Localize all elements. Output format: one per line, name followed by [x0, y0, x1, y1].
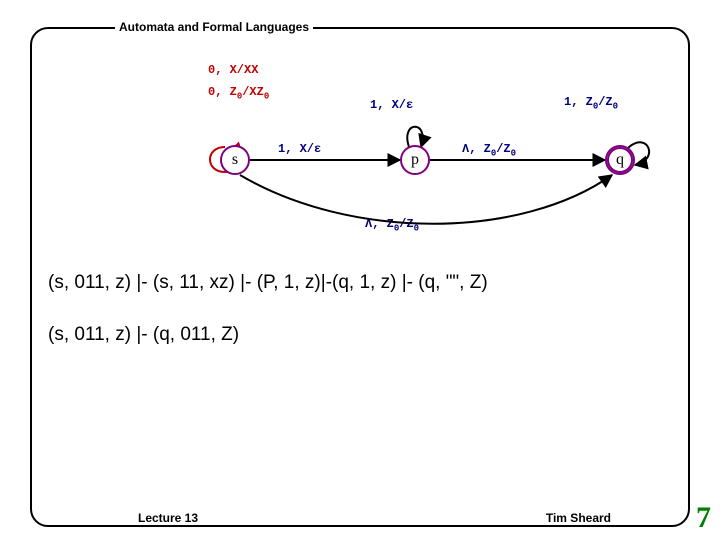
- slide: Automata and Formal Languages s p q 0, X…: [0, 0, 721, 541]
- state-s-label: s: [232, 151, 238, 169]
- label-pq: Λ, Z0/Z0: [462, 142, 516, 158]
- footer-lecture: Lecture 13: [138, 511, 198, 525]
- state-p: p: [400, 145, 430, 175]
- state-q-label: q: [616, 151, 624, 169]
- derivation-line-2: (s, 011, z) |- (q, 011, Z): [48, 324, 239, 346]
- footer-author: Tim Sheard: [546, 511, 611, 525]
- label-q-loop: 1, Z0/Z0: [564, 95, 618, 111]
- state-p-label: p: [411, 151, 419, 169]
- label-sq: Λ, Z0/Z0: [365, 217, 419, 233]
- page-number: 7: [696, 501, 711, 535]
- header-title: Automata and Formal Languages: [115, 20, 313, 34]
- label-s-loop-1: 0, X/XX: [208, 63, 258, 77]
- label-p-loop: 1, X/ε: [370, 98, 413, 112]
- state-s: s: [220, 145, 250, 175]
- derivation-line-1: (s, 011, z) |- (s, 11, xz) |- (P, 1, z)|…: [48, 272, 488, 294]
- label-sp: 1, X/ε: [278, 142, 321, 156]
- state-q: q: [605, 145, 635, 175]
- label-s-loop-2: 0, Z0/XZ0: [208, 85, 269, 101]
